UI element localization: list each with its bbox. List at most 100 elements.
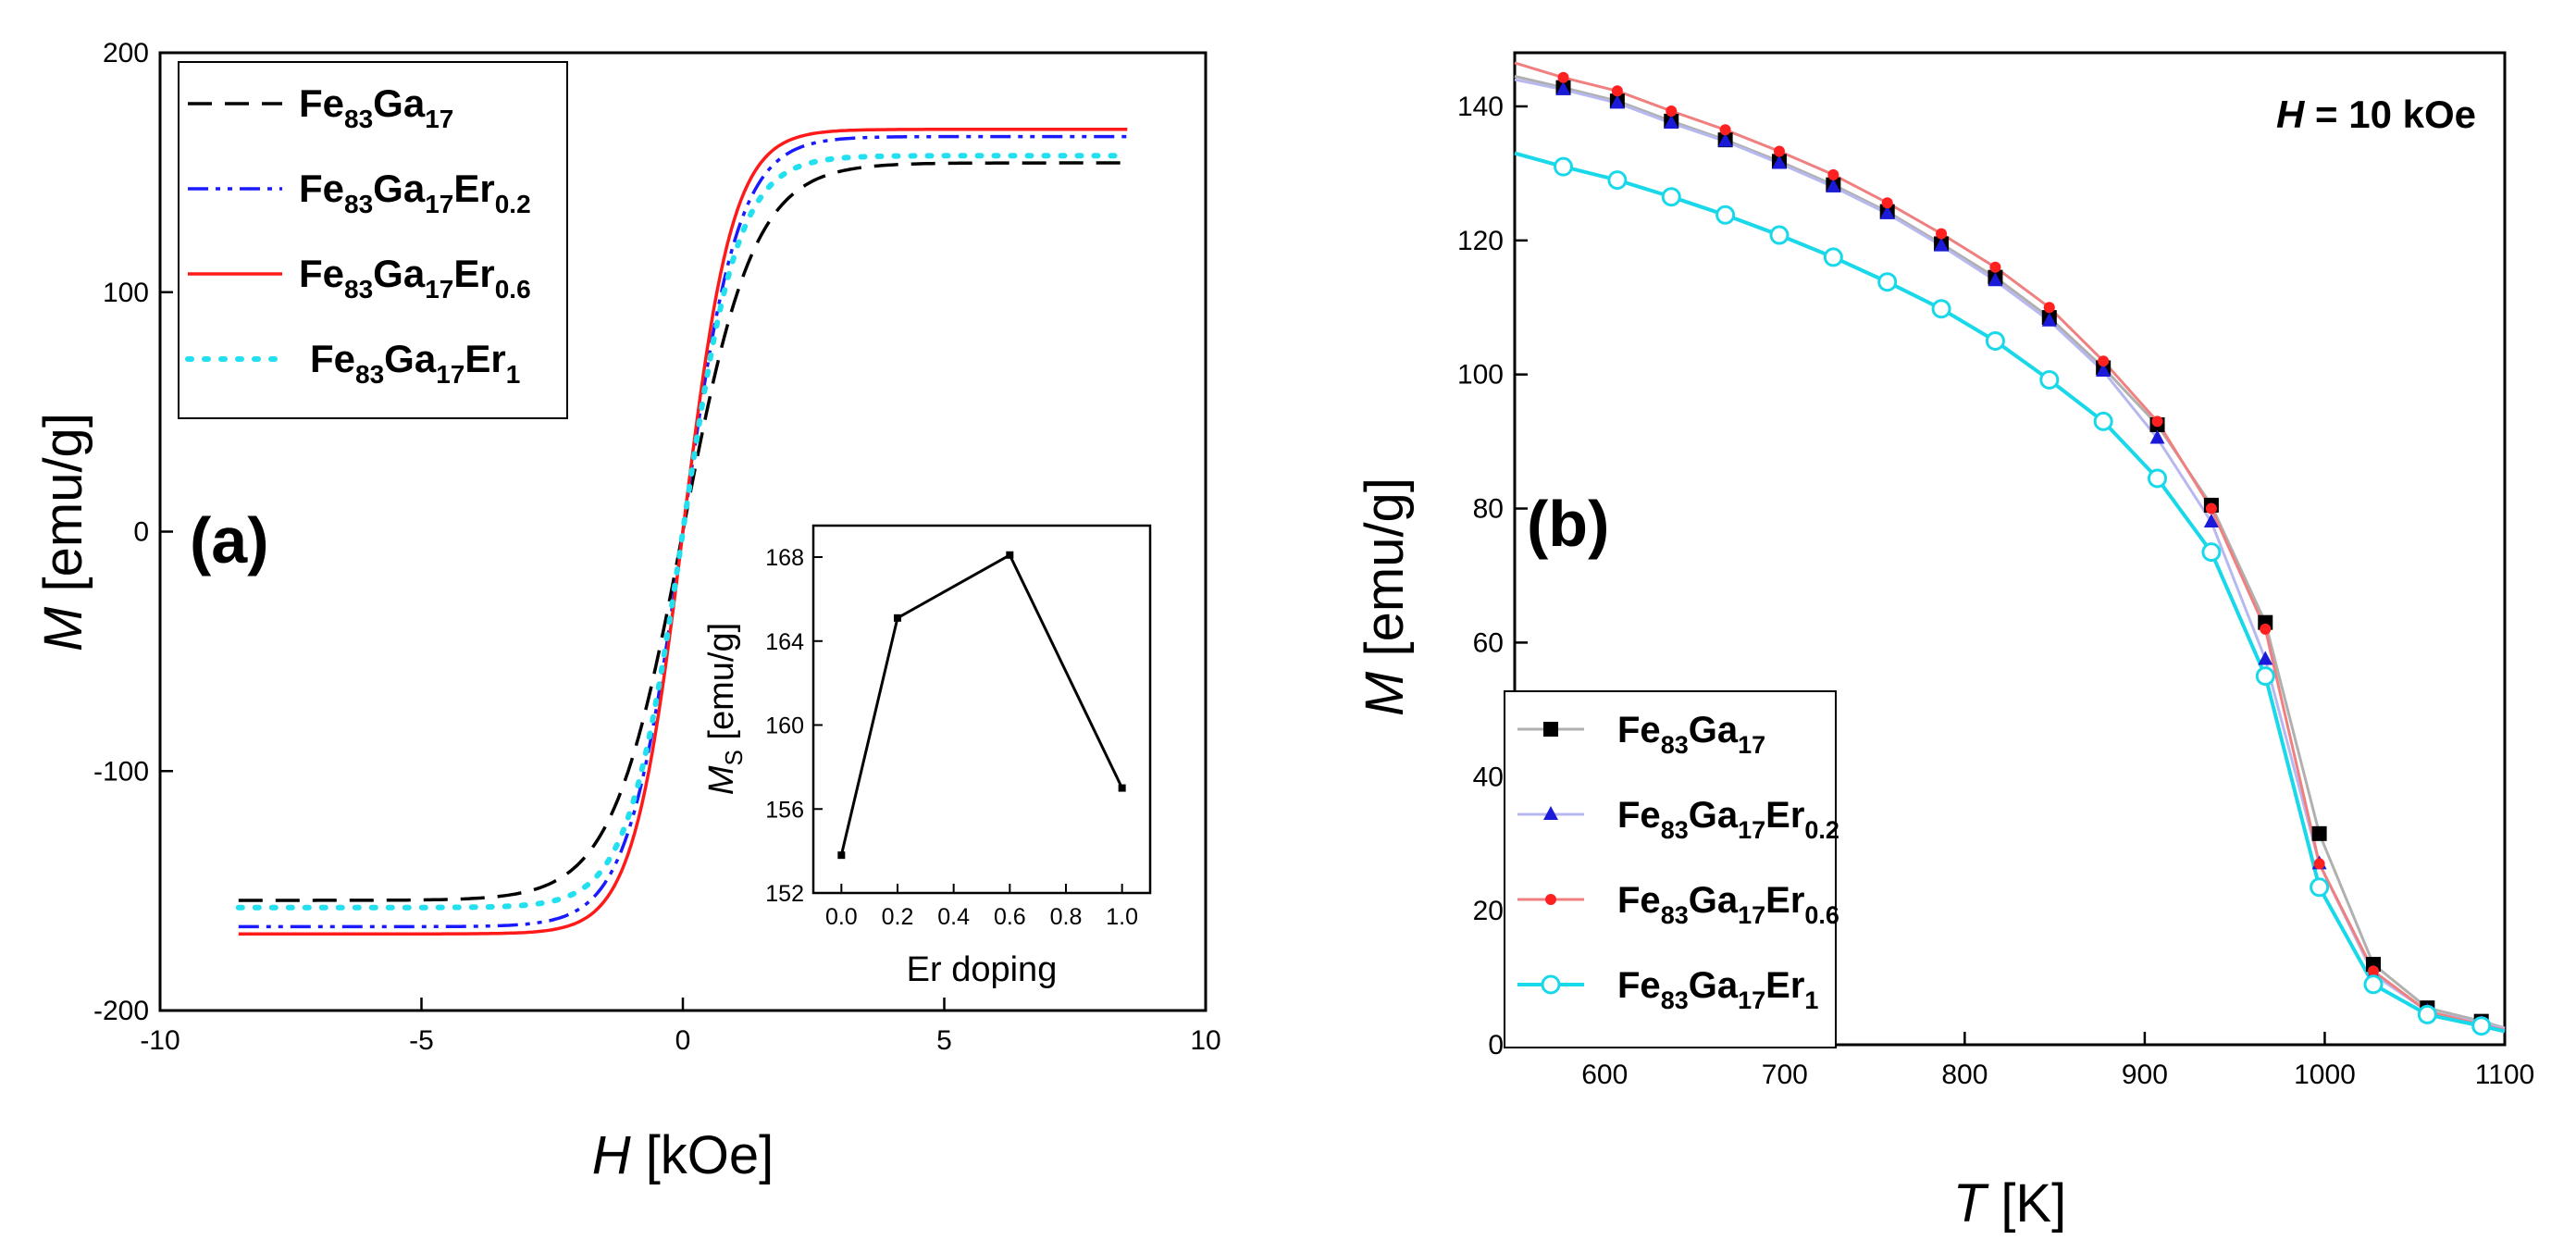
panel-b-chart: 600 700 800 900 1000 1100 0 20 40 60 80 100 120 140 M…	[1355, 51, 2535, 1234]
mt-point-2	[1881, 197, 1893, 209]
mt-point-3	[2417, 1004, 2437, 1024]
mt-point-2	[1666, 105, 1678, 118]
panel-a-legend: Fe83Ga17 Fe83Ga17Er0.2 Fe83Ga17Er0.6 Fe83Ga…	[178, 61, 568, 419]
legend-b-marker-3	[1541, 974, 1561, 995]
inset-point	[1006, 551, 1014, 559]
panel-b-y-tick-label: 100	[1457, 360, 1504, 391]
inset-x-axis-label: Er doping	[907, 950, 1058, 989]
mt-curve-0	[1514, 74, 2506, 1030]
inset-point	[837, 851, 846, 860]
mt-point-2	[1719, 124, 1731, 136]
mt-point-1	[1879, 205, 1895, 219]
legend-b-label-0: Fe83Ga17	[1617, 710, 1765, 759]
mt-point-1	[1609, 94, 1625, 109]
panel-b-x-axis-label: T [K]	[1953, 1173, 2066, 1234]
mt-point-2	[1773, 145, 1785, 157]
inset-x-tick-label: 0.0	[825, 904, 858, 930]
panel-a-y-tick-label: 0	[133, 517, 149, 548]
legend-b-label-1: Fe83Ga17Er0.2	[1617, 795, 1839, 844]
mt-point-2	[2313, 858, 2325, 870]
mt-point-3	[1554, 156, 1574, 177]
mt-point-1	[1988, 272, 2003, 287]
panel-b-y-axis-label: M [emu/g]	[1355, 477, 1415, 716]
hysteresis-curve-2	[238, 128, 1128, 936]
inset-data	[837, 551, 1126, 860]
panel-b-y-tick-label: 40	[1473, 762, 1504, 792]
panel-b-x-tick-label: 800	[1941, 1060, 1988, 1090]
mt-point-3	[2039, 369, 2060, 390]
mt-point-2	[1936, 228, 1948, 240]
panel-b-x-tick-label: 1100	[2475, 1060, 2535, 1090]
panel-b-x-tick-label: 700	[1762, 1060, 1808, 1090]
legend-a-label-3: Fe83Ga17Er1	[310, 337, 520, 389]
mt-point-3	[1985, 330, 2005, 351]
panel-b-x-tick-label: 900	[2122, 1060, 2168, 1090]
mt-point-1	[2041, 312, 2057, 327]
inset-x-tick-label: 0.2	[882, 904, 914, 930]
mt-point-1	[2258, 651, 2273, 665]
panel-a-y-tick-label: -200	[93, 996, 149, 1026]
mt-point-2	[2151, 415, 2163, 428]
mt-point-2	[2260, 623, 2272, 635]
panel-b-label: (b)	[1527, 488, 1609, 560]
inset-x-tick-label: 1.0	[1106, 904, 1138, 930]
mt-point-2	[2205, 502, 2217, 515]
mt-point-2	[1557, 71, 1569, 83]
mt-point-3	[2363, 974, 2384, 995]
mt-point-1	[1555, 81, 1571, 95]
panel-a-chart: -10 -5 0 5 10 -200 -100 0 100 200 M [emu/g] H [kO…	[33, 38, 1221, 1185]
mt-point-0	[2311, 825, 2327, 841]
inset-y-tick-label: 156	[765, 797, 804, 823]
inset-point	[1118, 784, 1126, 792]
mt-point-1	[1664, 115, 1679, 130]
inset-y-tick-label: 160	[765, 713, 804, 739]
inset-point	[894, 614, 901, 622]
panel-a-legend-entries: Fe83Ga17 Fe83Ga17Er0.2 Fe83Ga17Er0.6 Fe83Ga…	[185, 81, 531, 389]
inset-y-tick-label: 152	[765, 881, 804, 907]
legend-b-marker-2	[1545, 894, 1556, 905]
mt-point-3	[2201, 542, 2222, 563]
panel-b-y-tick-label: 0	[1488, 1030, 1504, 1060]
mt-point-2	[2043, 302, 2055, 314]
mt-point-2	[1827, 168, 1839, 180]
inset-axis-ticks: 0.0 0.2 0.4 0.6 0.8 1.0 152 156 160 164 168	[765, 545, 1138, 930]
panel-a-x-tick-label: -10	[140, 1025, 180, 1056]
panel-a-y-axis-label: M [emu/g]	[33, 413, 93, 651]
mt-point-3	[1823, 247, 1843, 267]
mt-point-3	[1877, 272, 1898, 292]
mt-point-3	[2310, 877, 2330, 898]
mt-point-1	[1826, 178, 1841, 192]
legend-b-marker-1	[1543, 806, 1558, 820]
panel-b-y-tick-label: 80	[1473, 494, 1504, 525]
mt-point-1	[2096, 363, 2112, 378]
legend-a-label-0: Fe83Ga17	[299, 81, 453, 133]
panel-b-plot-frame	[1513, 51, 2507, 1047]
inset-chart: 0.0 0.2 0.4 0.6 0.8 1.0 152 156 160 164 168 MS [em…	[702, 524, 1152, 989]
panel-b-legend: Fe83Ga17 Fe83Ga17Er0.2 Fe83Ga17Er0.6 Fe83Ga…	[1504, 690, 1839, 1048]
mt-point-3	[1661, 187, 1681, 207]
panel-b-y-tick-label: 140	[1457, 92, 1504, 122]
hysteresis-curve-0	[238, 161, 1128, 902]
panel-b-x-tick-label: 1000	[2294, 1060, 2356, 1090]
inset-x-tick-label: 0.6	[994, 904, 1026, 930]
mt-point-3	[2471, 1016, 2492, 1036]
mt-point-1	[2203, 514, 2219, 528]
mt-point-3	[2093, 411, 2113, 431]
mt-point-3	[1607, 170, 1628, 191]
panel-b-curves	[1514, 61, 2506, 1036]
field-annotation: H = 10 kOe	[2276, 93, 2476, 136]
mt-point-1	[1717, 132, 1733, 147]
panel-a-x-tick-label: -5	[409, 1025, 434, 1056]
panel-a-label: (a)	[190, 504, 269, 577]
mt-point-1	[1771, 155, 1787, 169]
panel-a-curves	[235, 128, 1131, 936]
inset-plot-frame	[811, 524, 1152, 895]
legend-b-label-2: Fe83Ga17Er0.6	[1617, 880, 1839, 929]
panel-b-x-tick-label: 600	[1581, 1060, 1628, 1090]
inset-line	[839, 552, 1124, 856]
panel-a-y-tick-label: 200	[103, 38, 149, 68]
legend-a-label-2: Fe83Ga17Er0.6	[299, 252, 531, 304]
mt-point-3	[2148, 468, 2168, 489]
panel-a-y-tick-label: 100	[103, 278, 149, 308]
legend-a-label-1: Fe83Ga17Er0.2	[299, 167, 531, 218]
